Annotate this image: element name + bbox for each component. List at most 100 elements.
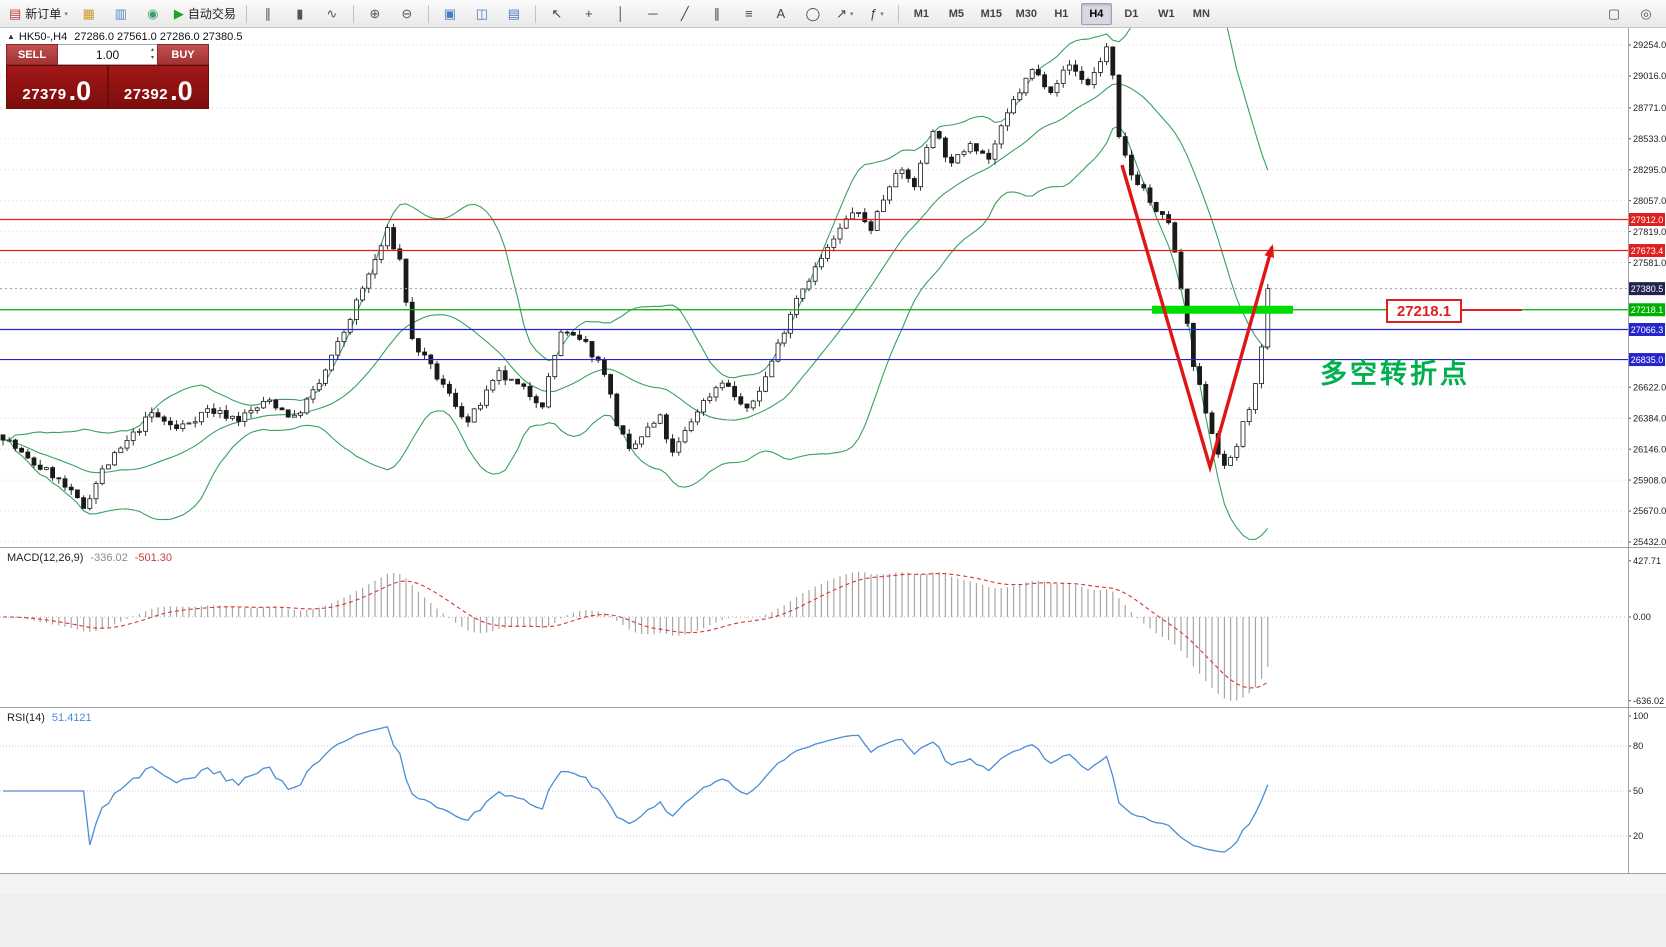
auto-trading-button[interactable]: ▶ 自动交易 (170, 2, 240, 26)
timeframe-W1-button[interactable]: W1 (1158, 7, 1175, 20)
line-price-label (1629, 244, 1665, 258)
line-price-label (1629, 322, 1665, 336)
bottom-strip (0, 894, 1666, 947)
tile-horizontally-icon: ◫ (475, 6, 488, 21)
rsi-value: 51.4121 (51, 712, 92, 724)
sell-button[interactable]: SELL (6, 44, 58, 65)
fibonacci-button[interactable]: ≡ (734, 2, 764, 26)
tile-horizontally-button[interactable]: ◫ (467, 2, 497, 26)
rsi-tick-label: 100 (1633, 711, 1648, 721)
rsi-indicator-label: RSI(14) 51.4121 (7, 712, 92, 724)
rsi-tick-label: 20 (1633, 831, 1643, 841)
timeframe-H1-button[interactable]: H1 (1054, 7, 1069, 20)
volume-stepper[interactable]: ▴ ▾ (151, 46, 154, 62)
timeframe-M5-button[interactable]: M5 (948, 7, 964, 20)
cascade-windows-button[interactable]: ▤ (499, 2, 529, 26)
toolbar-separator (245, 4, 247, 23)
macd-name: MACD(12,26,9) (7, 552, 84, 564)
price-tick-label: 28533.0 (1633, 134, 1666, 144)
refresh-button[interactable]: ◉ (138, 2, 168, 26)
toolbar-separator (897, 4, 899, 23)
price-grid (0, 44, 1628, 543)
rsi-tick-label: 80 (1633, 741, 1643, 751)
bar-chart-mode-button[interactable]: ∥ (253, 2, 283, 26)
new-order-button[interactable]: ▤ 新订单 ▾ (5, 2, 72, 26)
auto-trading-icon: ▶ (173, 6, 184, 21)
line-price-label (1629, 303, 1665, 317)
macd-main-value: -336.02 (90, 552, 128, 564)
shapes-button[interactable]: ◯ (798, 2, 828, 26)
line-price-label-text: 27066.3 (1631, 325, 1664, 335)
stepper-down-icon[interactable]: ▾ (150, 55, 154, 61)
macd-tick-label: -636.02 (1633, 696, 1664, 706)
zoom-out-icon: ⊖ (401, 6, 413, 21)
profiles-icon: ▥ (114, 6, 127, 21)
shapes-icon: ◯ (805, 6, 821, 21)
chat-button[interactable]: ◎ (1631, 2, 1661, 26)
tile-windows-icon: ▣ (443, 6, 456, 21)
data-window-icon: ▢ (1607, 6, 1621, 21)
chart-window-icon: ▦ (82, 6, 95, 21)
line-chart-mode-button[interactable]: ∿ (317, 2, 347, 26)
chart-window-button[interactable]: ▦ (74, 2, 104, 26)
macd-panel[interactable] (0, 571, 1628, 701)
chat-icon: ◎ (1640, 6, 1652, 21)
price-callout-box[interactable]: 27218.1 (1386, 299, 1462, 323)
data-window-button[interactable]: ▢ (1599, 2, 1629, 26)
price-tick-label: 29016.0 (1633, 71, 1666, 81)
price-axis: 29254.0 29016.0 28771.0 28533.0 28295.0 28057… (1628, 40, 1666, 841)
equidistant-channel-button[interactable]: ∥ (702, 2, 732, 26)
timeframe-M15-button[interactable]: M15 (980, 7, 1003, 20)
trend-arrow[interactable] (1120, 164, 1275, 474)
tile-windows-button[interactable]: ▣ (435, 2, 465, 26)
arrows-button[interactable]: ↗ ▾ (830, 2, 860, 26)
vertical-line-button[interactable]: │ (606, 2, 636, 26)
horizontal-line-icon: ─ (648, 6, 658, 21)
indicators-icon: ƒ (869, 6, 878, 21)
turning-point-note[interactable]: 多空转折点 (1320, 359, 1470, 389)
chevron-down-icon: ▾ (850, 10, 854, 18)
price-tick-label: 29254.0 (1633, 40, 1666, 50)
profiles-button[interactable]: ▥ (106, 2, 136, 26)
price-tick-label: 25432.0 (1633, 537, 1666, 547)
equidistant-channel-icon: ∥ (713, 6, 721, 21)
timeframe-MN-button[interactable]: MN (1192, 7, 1210, 20)
timeframe-M30-button[interactable]: M30 (1015, 7, 1038, 20)
crosshair-button[interactable]: + (574, 2, 604, 26)
price-tick-label: 26622.0 (1633, 382, 1666, 392)
collapse-panel-icon[interactable]: ▲ (7, 32, 15, 41)
text-label-button[interactable]: A (766, 2, 796, 26)
timeframe-M1-button[interactable]: M1 (913, 7, 929, 20)
rsi-panel[interactable] (0, 726, 1628, 853)
main-price-panel[interactable] (0, 28, 1628, 540)
zoom-in-icon: ⊕ (369, 6, 381, 21)
sell-price-button[interactable]: 27379.0 (6, 65, 108, 109)
symbol-period: HK50-,H4 (18, 31, 68, 43)
price-tick-label: 27581.0 (1633, 258, 1666, 268)
support-highlight-bar[interactable] (1152, 305, 1293, 314)
macd-tick-label: 0.00 (1633, 612, 1651, 622)
zoom-in-button[interactable]: ⊕ (360, 2, 390, 26)
buy-price-int: 27392 (123, 86, 169, 103)
chart-canvas[interactable]: 29254.0 29016.0 28771.0 28533.0 28295.0 28057… (0, 28, 1666, 947)
zoom-out-button[interactable]: ⊖ (392, 2, 422, 26)
price-callout-leader-line (1460, 309, 1522, 311)
volume-input[interactable]: 1.00 ▴ ▾ (58, 44, 157, 65)
sell-price-int: 27379 (22, 86, 67, 103)
buy-button[interactable]: BUY (157, 44, 209, 65)
stepper-up-icon[interactable]: ▴ (150, 47, 154, 53)
buy-price-button[interactable]: 27392.0 (107, 65, 209, 109)
buy-price-dec: .0 (170, 76, 193, 106)
line-price-label-text: 27673.4 (1631, 246, 1664, 256)
trendline-button[interactable]: ╱ (670, 2, 700, 26)
line-price-label-text: 26835.0 (1631, 355, 1664, 365)
timeframe-D1-button[interactable]: D1 (1124, 7, 1139, 20)
cursor-button[interactable]: ↖ (542, 2, 572, 26)
bar-chart-mode-icon: ∥ (264, 6, 272, 21)
timeframe-H4-button[interactable]: H4 (1080, 2, 1112, 25)
horizontal-line-button[interactable]: ─ (638, 2, 668, 26)
candlestick-mode-button[interactable]: ▮ (285, 2, 315, 26)
volume-value[interactable]: 1.00 (95, 47, 120, 62)
text-label-icon: A (776, 6, 786, 21)
indicators-button[interactable]: ƒ ▾ (862, 2, 892, 26)
